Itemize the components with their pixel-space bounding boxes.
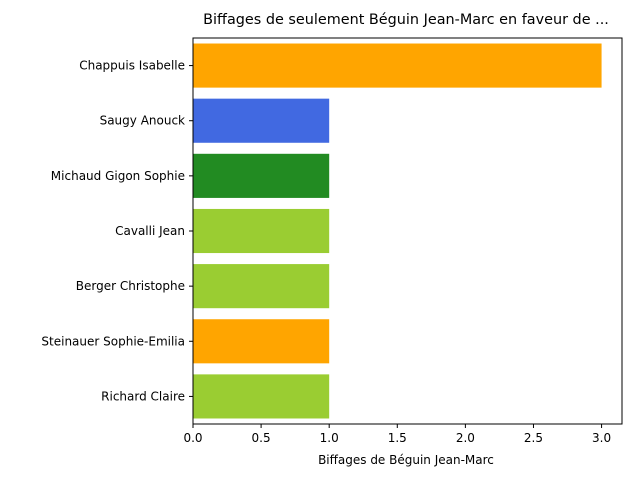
y-tick-label: Berger Christophe — [76, 279, 185, 293]
x-tick-label: 1.0 — [320, 431, 339, 445]
x-axis-ticks: 0.0 0.5 1.0 1.5 2.0 2.5 3.0 — [183, 424, 611, 445]
y-tick-label: Cavalli Jean — [115, 224, 185, 238]
bar-1 — [193, 98, 330, 143]
y-axis-ticks: Chappuis Isabelle Saugy Anouck Michaud Gig… — [41, 59, 193, 403]
x-tick-label: 2.0 — [456, 431, 475, 445]
y-tick-label: Saugy Anouck — [100, 114, 185, 128]
y-tick-label: Steinauer Sophie-Emilia — [41, 334, 185, 348]
bars-group — [193, 43, 602, 419]
x-tick-label: 2.5 — [524, 431, 543, 445]
x-tick-label: 0.5 — [252, 431, 271, 445]
bar-5 — [193, 319, 330, 364]
x-tick-label: 0.0 — [183, 431, 202, 445]
x-tick-label: 3.0 — [592, 431, 611, 445]
bar-2 — [193, 153, 330, 198]
x-tick-label: 1.5 — [388, 431, 407, 445]
axes-frame — [192, 37, 623, 425]
x-axis-label: Biffages de Béguin Jean-Marc — [318, 453, 494, 467]
bar-0 — [193, 43, 602, 88]
y-tick-label: Michaud Gigon Sophie — [51, 169, 185, 183]
y-tick-label: Chappuis Isabelle — [79, 59, 185, 73]
bar-3 — [193, 208, 330, 254]
plot-frame — [192, 37, 623, 425]
y-tick-label: Richard Claire — [101, 389, 185, 403]
bar-6 — [193, 374, 330, 419]
chart-title: Biffages de seulement Béguin Jean-Marc e… — [203, 12, 609, 28]
bar-4 — [193, 264, 330, 309]
